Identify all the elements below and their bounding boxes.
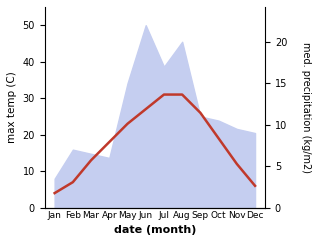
- Y-axis label: med. precipitation (kg/m2): med. precipitation (kg/m2): [301, 42, 311, 173]
- X-axis label: date (month): date (month): [114, 225, 196, 235]
- Y-axis label: max temp (C): max temp (C): [7, 71, 17, 143]
